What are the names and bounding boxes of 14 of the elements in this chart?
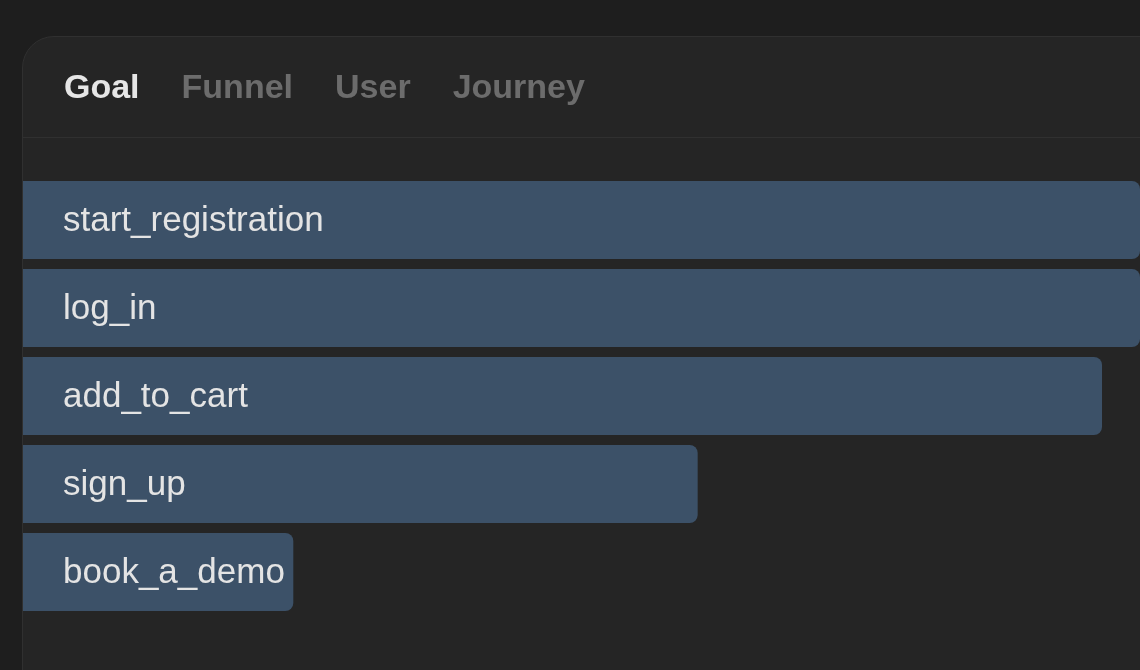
y-tick-label: start_registration xyxy=(63,198,324,238)
y-tick-label: book_a_demo xyxy=(63,550,285,590)
y-tick-label: sign_up xyxy=(63,462,186,502)
bar xyxy=(23,357,1103,435)
text: Journey xyxy=(452,66,585,106)
bar xyxy=(23,445,698,523)
text: Funnel xyxy=(181,66,294,106)
bar xyxy=(23,269,1140,347)
text: User xyxy=(335,66,411,106)
y-tick-label: add_to_cart xyxy=(63,374,249,414)
y-tick-label: log_in xyxy=(63,286,157,326)
bar xyxy=(23,533,294,611)
bar xyxy=(23,181,1140,259)
chart-title: Goal xyxy=(64,66,140,106)
